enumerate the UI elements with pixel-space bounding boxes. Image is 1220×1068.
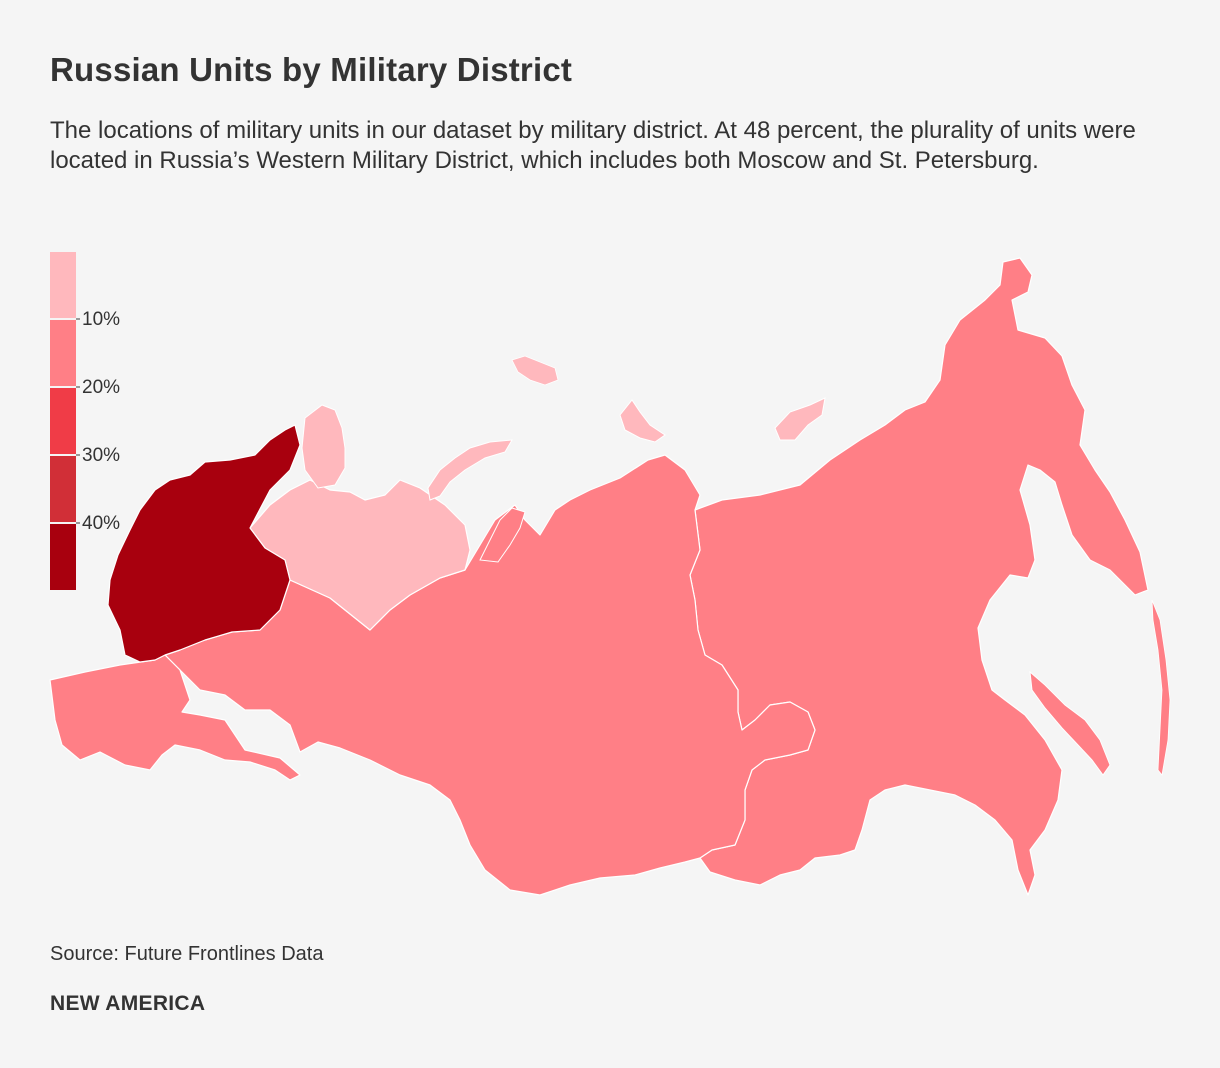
district-western[interactable] (107, 424, 301, 663)
chart-title: Russian Units by Military District (50, 51, 573, 88)
district-eastern-kurils[interactable] (1151, 599, 1171, 776)
legend-swatch-3 (50, 456, 76, 522)
district-southern[interactable] (49, 654, 301, 781)
district-northern-fleet-kola[interactable] (301, 404, 346, 489)
legend-label-40: 40% (82, 513, 121, 534)
legend-tick-30 (76, 454, 80, 456)
brand-logo: NEW AMERICA (50, 992, 206, 1015)
district-northern-fleet-severnaya[interactable] (619, 399, 666, 443)
legend-swatch-2 (50, 388, 76, 454)
legend-tick-40 (76, 522, 80, 524)
district-eastern-sakhalin[interactable] (1029, 670, 1111, 776)
district-northern-fleet-novayazemlya[interactable] (427, 439, 513, 501)
legend-swatch-0 (50, 252, 76, 318)
district-central[interactable] (164, 454, 816, 896)
district-central-yamal[interactable] (479, 507, 526, 563)
legend-label-30: 30% (82, 445, 121, 466)
chart-subtitle: The locations of military units in our d… (50, 117, 1136, 174)
district-northern-fleet-newsiberian[interactable] (774, 397, 826, 441)
district-eastern[interactable] (689, 257, 1149, 896)
legend-swatch-1 (50, 320, 76, 386)
legend: 10% 20% 30% 40% (50, 252, 170, 592)
russia-district-map (49, 257, 1171, 896)
source-note: Source: Future Frontlines Data (50, 943, 324, 965)
district-northern-fleet-franzjosef[interactable] (511, 355, 559, 386)
legend-tick-10 (76, 318, 80, 320)
legend-label-20: 20% (82, 377, 121, 398)
legend-tick-20 (76, 386, 80, 388)
legend-label-10: 10% (82, 309, 121, 330)
legend-swatch-4 (50, 524, 76, 590)
